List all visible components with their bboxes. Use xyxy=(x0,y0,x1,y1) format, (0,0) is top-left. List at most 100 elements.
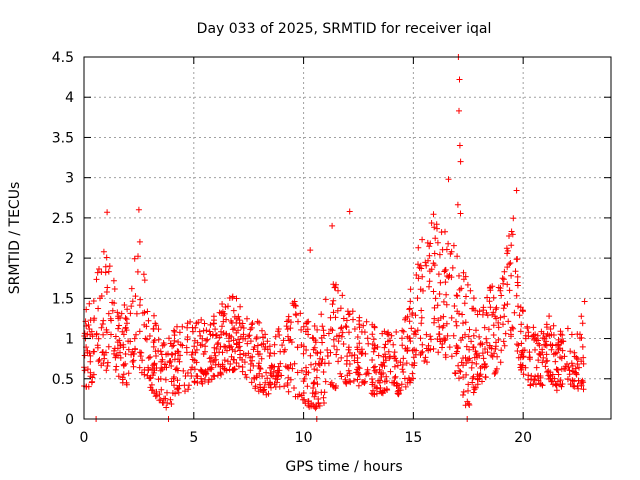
data-point xyxy=(399,361,406,368)
data-point xyxy=(219,361,226,368)
data-point xyxy=(553,382,560,389)
data-point xyxy=(492,346,499,352)
data-point xyxy=(489,353,496,360)
data-point xyxy=(418,314,425,321)
data-point xyxy=(340,341,347,347)
data-point xyxy=(370,348,377,355)
data-point xyxy=(311,323,318,329)
data-point xyxy=(327,314,334,321)
data-point xyxy=(354,376,361,383)
data-point xyxy=(547,341,554,348)
data-point xyxy=(476,333,483,340)
y-tick-label: 1 xyxy=(65,332,74,348)
data-point xyxy=(443,320,450,327)
data-point xyxy=(456,367,463,374)
data-point xyxy=(575,385,582,392)
data-point xyxy=(545,368,552,374)
data-point xyxy=(371,344,378,351)
data-point xyxy=(504,301,511,308)
data-point xyxy=(322,296,329,303)
data-point xyxy=(231,313,238,320)
data-point xyxy=(362,350,369,357)
data-point xyxy=(264,375,271,382)
data-point xyxy=(574,356,581,363)
data-point xyxy=(327,381,334,388)
data-point xyxy=(363,318,370,325)
data-point xyxy=(338,354,345,361)
data-point xyxy=(219,301,226,307)
data-point xyxy=(504,281,511,288)
data-point xyxy=(408,325,415,332)
data-point xyxy=(133,331,139,338)
data-point xyxy=(115,325,122,332)
data-point xyxy=(456,107,462,114)
data-point xyxy=(440,313,447,320)
data-point xyxy=(265,390,272,397)
data-point xyxy=(262,379,269,386)
data-point xyxy=(468,364,475,371)
data-point xyxy=(431,250,438,257)
data-point xyxy=(364,366,371,373)
data-point xyxy=(88,379,95,386)
data-point xyxy=(501,268,508,275)
data-point xyxy=(520,371,527,378)
data-point xyxy=(171,374,177,380)
data-point xyxy=(330,309,337,316)
data-point xyxy=(310,346,317,353)
data-point xyxy=(96,266,102,272)
data-point xyxy=(105,310,112,317)
data-point xyxy=(244,340,251,347)
data-point xyxy=(256,319,263,326)
data-point xyxy=(329,222,336,229)
data-point xyxy=(90,371,97,378)
data-point xyxy=(578,380,585,387)
data-point xyxy=(133,310,140,317)
data-point xyxy=(202,370,209,377)
data-point xyxy=(303,347,310,353)
data-point xyxy=(184,320,191,327)
data-point xyxy=(139,310,146,317)
data-point xyxy=(211,373,218,380)
data-point xyxy=(338,333,345,340)
data-point xyxy=(448,274,455,281)
data-point xyxy=(365,370,372,377)
data-point xyxy=(473,360,480,367)
data-point xyxy=(111,350,118,357)
data-point xyxy=(418,320,425,327)
data-point xyxy=(466,346,473,353)
y-tick-label: 1.5 xyxy=(52,291,74,307)
data-point xyxy=(289,365,296,372)
data-point xyxy=(395,390,402,397)
data-point xyxy=(358,346,365,353)
data-point xyxy=(564,325,571,332)
data-point xyxy=(485,326,492,333)
data-point xyxy=(382,341,389,348)
data-point xyxy=(407,286,414,293)
data-point xyxy=(354,344,361,351)
data-point xyxy=(481,324,488,331)
data-point xyxy=(120,371,127,378)
data-point xyxy=(271,341,278,348)
data-point xyxy=(282,346,288,353)
data-point xyxy=(148,381,155,388)
data-point xyxy=(519,307,526,314)
y-tick-label: 4.5 xyxy=(52,50,74,66)
data-point xyxy=(492,306,499,313)
data-point xyxy=(465,381,472,388)
data-point xyxy=(223,316,230,323)
data-point xyxy=(260,389,267,396)
data-point xyxy=(543,351,550,358)
x-tick-label: 15 xyxy=(404,430,422,446)
data-point xyxy=(391,363,398,370)
data-point xyxy=(517,304,524,311)
data-point xyxy=(413,347,420,354)
data-point xyxy=(232,348,239,355)
data-point xyxy=(298,326,305,333)
data-point xyxy=(212,361,219,368)
data-point xyxy=(218,331,225,338)
data-point xyxy=(484,349,491,356)
data-point xyxy=(329,301,336,308)
data-point xyxy=(510,215,517,222)
data-point xyxy=(171,328,178,335)
x-axis-label: GPS time / hours xyxy=(285,459,402,475)
